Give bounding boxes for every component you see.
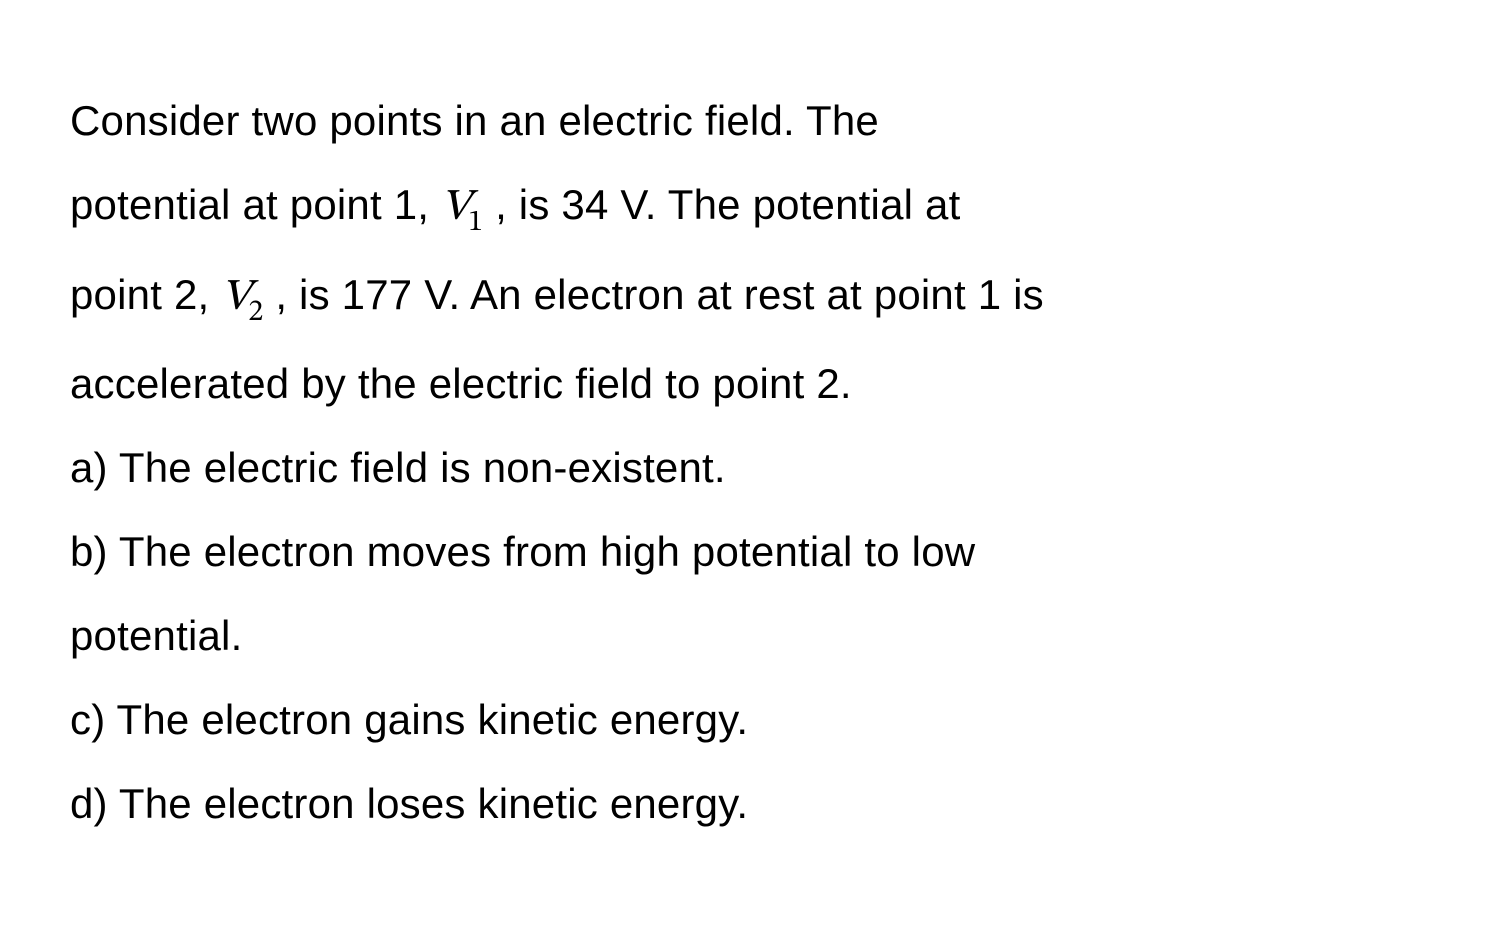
- variable-v1: V: [441, 186, 471, 230]
- intro-line-3: point 2, V2 , is 177 V. An electron at r…: [70, 254, 1430, 342]
- intro-line-1: Consider two points in an electric field…: [70, 80, 1430, 162]
- option-c: c) The electron gains kinetic energy.: [70, 679, 1430, 761]
- option-a: a) The electric field is non-existent.: [70, 427, 1430, 509]
- subscript-1: 1: [468, 208, 483, 238]
- subscript-2: 2: [248, 298, 263, 328]
- intro-line-2-b: , is 34 V. The potential at: [495, 181, 960, 228]
- option-b-line-2: potential.: [70, 595, 1430, 677]
- variable-v2: V: [221, 276, 251, 320]
- option-d: d) The electron loses kinetic energy.: [70, 763, 1430, 845]
- intro-line-3-a: point 2,: [70, 271, 221, 318]
- intro-line-3-b: , is 177 V. An electron at rest at point…: [275, 271, 1044, 318]
- intro-line-4: accelerated by the electric field to poi…: [70, 343, 1430, 425]
- intro-line-2: potential at point 1, V1 , is 34 V. The …: [70, 164, 1430, 252]
- option-b-line-1: b) The electron moves from high potentia…: [70, 511, 1430, 593]
- question-body: Consider two points in an electric field…: [0, 0, 1500, 845]
- intro-line-2-a: potential at point 1,: [70, 181, 441, 228]
